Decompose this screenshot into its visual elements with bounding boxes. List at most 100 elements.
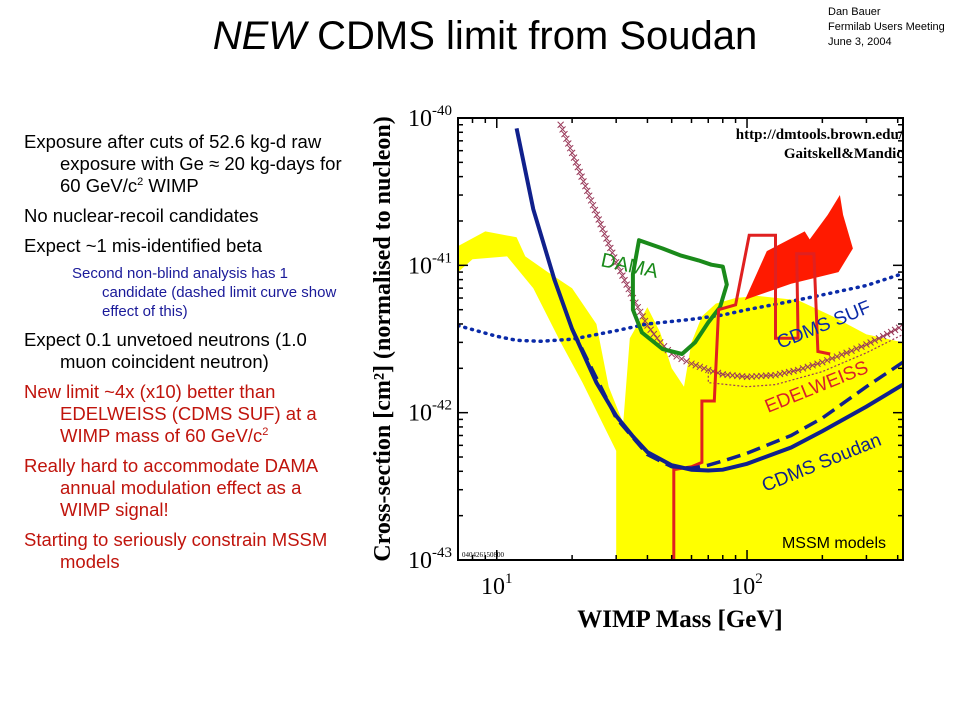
- edelweiss-cross: [561, 130, 568, 138]
- edelweiss-cross: [804, 363, 812, 371]
- edelweiss-cross: [587, 197, 595, 204]
- edelweiss-cross: [574, 163, 582, 171]
- bullet-text: Second non-blind analysis has 1 candidat…: [72, 265, 337, 320]
- edelweiss-cross: [833, 353, 841, 360]
- edelweiss-cross: [563, 135, 570, 143]
- edelweiss-cross: [848, 347, 855, 355]
- edelweiss-cross: [819, 358, 826, 366]
- y-tick-base: 10: [408, 548, 432, 574]
- edelweiss-cross: [639, 313, 646, 320]
- edelweiss-cross: [585, 192, 593, 200]
- edelweiss-cross: [879, 332, 887, 340]
- edelweiss-cross: [704, 366, 712, 374]
- meeting-date: June 3, 2004: [828, 36, 892, 48]
- edelweiss-cross: [617, 267, 624, 275]
- edelweiss-band: [707, 324, 903, 388]
- edelweiss-cross: [696, 363, 704, 371]
- edelweiss-cross: [606, 244, 614, 252]
- edelweiss-cross: [647, 326, 654, 334]
- edelweiss-cross: [597, 220, 604, 228]
- edelweiss-cross: [605, 239, 612, 247]
- edelweiss-cross: [858, 343, 865, 350]
- bullet-text: Expect ~1 mis-identified beta: [24, 235, 263, 256]
- edelweiss-cross: [614, 263, 622, 271]
- edelweiss-cross: [582, 182, 589, 190]
- edelweiss-cross: [809, 361, 817, 369]
- bullet-text: No nuclear-recoil candidates: [24, 205, 259, 226]
- y-tick-exponent: -43: [432, 545, 452, 561]
- author-info: Dan Bauer Fermilab Users Meeting June 3,…: [828, 5, 960, 50]
- y-tick-base: 10: [408, 106, 432, 132]
- x-tick-exponent: 1: [505, 571, 513, 587]
- source-authors: Gaitskell&Mandic: [784, 146, 904, 162]
- y-tick-base: 10: [408, 401, 432, 427]
- edelweiss-cross: [891, 326, 899, 334]
- edelweiss-cross: [595, 216, 603, 223]
- edelweiss-cross: [578, 173, 585, 180]
- edelweiss-cross: [653, 334, 661, 342]
- edelweiss-cross: [828, 355, 836, 362]
- title-rest: CDMS limit from Soudan: [306, 14, 758, 58]
- x-tick-exponent: 2: [755, 571, 763, 587]
- bullet-b5: Expect 0.1 unvetoed neutrons (1.0 muon c…: [24, 329, 346, 373]
- edelweiss-cross: [799, 365, 807, 372]
- edelweiss-cross: [863, 341, 870, 348]
- cdms-soudan-curve: [514, 127, 903, 473]
- x-tick-base: 10: [731, 574, 755, 600]
- edelweiss-cross: [887, 328, 895, 336]
- bullet-b1: Exposure after cuts of 52.6 kg-d raw exp…: [24, 131, 346, 197]
- red-step-curve: [672, 233, 831, 560]
- edelweiss-cross: [683, 357, 690, 365]
- edelweiss-cross: [572, 159, 580, 166]
- y-tick-label: 10-40: [408, 103, 452, 132]
- edelweiss-cross: [823, 356, 831, 364]
- edelweiss-cross: [601, 230, 608, 238]
- y-axis-label: Cross-section [cm²] (normalised to nucle…: [370, 116, 396, 561]
- bullet-text: Starting to seriously constrain MSSM mod…: [24, 529, 328, 572]
- meeting-name: Fermilab Users Meeting: [828, 21, 945, 33]
- bullet-b8: Starting to seriously constrain MSSM mod…: [24, 529, 346, 573]
- edelweiss-cross: [843, 349, 850, 357]
- edelweiss-cross: [688, 360, 695, 368]
- bullet-list: Exposure after cuts of 52.6 kg-d raw exp…: [24, 131, 346, 720]
- edelweiss-cross: [570, 154, 578, 161]
- x-axis-label: WIMP Mass [GeV]: [577, 606, 783, 633]
- edelweiss-cross: [692, 361, 700, 369]
- bullet-b3: Expect ~1 mis-identified beta: [24, 235, 346, 257]
- edelweiss-cross: [559, 126, 566, 133]
- y-tick-label: 10-43: [408, 545, 452, 574]
- edelweiss-cross: [883, 330, 891, 338]
- edelweiss-cross: [838, 351, 846, 359]
- y-tick-exponent: -42: [432, 398, 452, 414]
- edelweiss-cross: [619, 272, 626, 279]
- edelweiss-cross: [568, 149, 576, 157]
- author-name: Dan Bauer: [828, 6, 881, 18]
- edelweiss-cross: [794, 366, 802, 374]
- edelweiss-cross: [641, 317, 649, 325]
- edelweiss-cross: [612, 258, 620, 266]
- edelweiss-cross: [564, 140, 572, 147]
- edelweiss-cross: [580, 178, 587, 185]
- mssm-region: [458, 231, 903, 560]
- edelweiss-cross: [610, 254, 618, 261]
- bullet-b2: No nuclear-recoil candidates: [24, 205, 346, 227]
- edelweiss-cross: [895, 324, 903, 332]
- edelweiss-cross: [634, 303, 642, 311]
- title-new-word: NEW: [212, 14, 307, 58]
- x-tick-label: 101: [481, 571, 513, 600]
- edelweiss-cross: [636, 308, 644, 316]
- edelweiss-cross: [566, 144, 574, 152]
- bullet-text: WIMP: [143, 175, 199, 196]
- edelweiss-cross: [867, 339, 874, 346]
- plot-id: 040426150800: [462, 551, 505, 559]
- superscript: 2: [262, 425, 269, 438]
- y-tick-base: 10: [408, 253, 432, 279]
- bullet-b7: Really hard to accommodate DAMA annual m…: [24, 455, 346, 521]
- edelweiss-cross: [625, 285, 633, 293]
- y-tick-label: 10-42: [408, 398, 452, 427]
- plot-frame: [457, 117, 904, 561]
- y-tick-exponent: -41: [432, 250, 452, 266]
- bullet-text: Really hard to accommodate DAMA annual m…: [24, 455, 318, 520]
- edelweiss-cross: [599, 225, 606, 233]
- dama-label: DAMA: [599, 249, 661, 283]
